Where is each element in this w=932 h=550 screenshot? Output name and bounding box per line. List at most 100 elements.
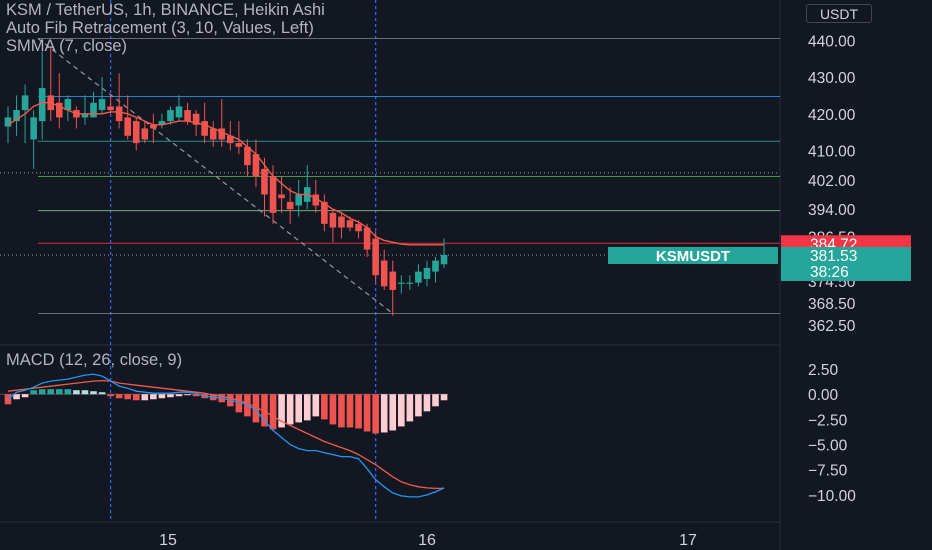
macd-hist-bar [355, 394, 362, 429]
candle-body [21, 95, 29, 111]
smma-legend[interactable]: SMMA (7, close) [6, 37, 128, 55]
macd-tick-label: −7.50 [808, 463, 848, 480]
macd-hist-bar [244, 394, 251, 417]
candle-body [261, 168, 268, 195]
candle-body [406, 282, 414, 284]
time-tick-label: 15 [159, 532, 177, 549]
macd-hist-bar [81, 390, 89, 395]
smma-polyline [7, 101, 445, 246]
price-tick-label: 410.00 [808, 143, 856, 160]
macd-hist-bar [175, 394, 183, 397]
macd-tick-label: −5.00 [808, 438, 848, 455]
macd-hist-bar [432, 394, 439, 407]
macd-hist-bar [423, 394, 431, 412]
macd-hist-bar [30, 390, 37, 395]
candle-body [244, 146, 251, 166]
candle-body [278, 194, 285, 199]
price-tick-label: 362.50 [808, 318, 856, 335]
candle-body [398, 282, 405, 284]
macd-hist-bar [90, 391, 97, 395]
macd-hist-bar [286, 394, 294, 425]
candle-body [107, 106, 114, 111]
candle-body [363, 227, 371, 250]
candle-body [192, 113, 200, 125]
macd-hist-bar [295, 394, 302, 423]
macd-hist-bar [389, 394, 397, 431]
macd-hist-bar [47, 389, 55, 395]
macd-hist-bar [338, 394, 345, 428]
macd-tick-label: 0.00 [808, 387, 839, 404]
candle-body [56, 102, 63, 118]
candle-body [184, 110, 191, 122]
macd-hist-bar [73, 390, 80, 395]
candle-body [372, 238, 379, 276]
macd-hist-bar [124, 394, 131, 400]
candle-body [30, 117, 37, 140]
macd-hist-bar [380, 394, 388, 433]
macd-hist-bar [192, 394, 200, 397]
symbol-badge-bg [608, 246, 778, 264]
chart-title[interactable]: KSM / TetherUS, 1h, BINANCE, Heikin Ashi [6, 1, 325, 19]
macd-legend[interactable]: MACD (12, 26, close, 9) [6, 351, 183, 369]
candle-body [269, 176, 277, 213]
candle-body [38, 88, 46, 122]
macd-hist-bar [321, 394, 328, 420]
macd-hist-bar [415, 394, 422, 417]
macd-hist-bar [167, 394, 174, 398]
symbol-badge: KSMUSDT [656, 248, 730, 265]
candle-body [312, 194, 320, 206]
price-tick-label: 368.50 [808, 296, 856, 313]
candle-body [98, 99, 106, 111]
macd-hist-bar [56, 389, 63, 395]
macd-line [7, 373, 445, 498]
price-tick-label: 430.00 [808, 70, 856, 87]
fib-retracement [0, 38, 780, 314]
candle-body [209, 128, 217, 140]
macd-hist-bar [406, 394, 414, 422]
fib-legend[interactable]: Auto Fib Retracement (3, 10, Values, Lef… [6, 19, 314, 37]
countdown-label: 38:26 [810, 264, 849, 281]
currency-button[interactable]: USDT [806, 4, 872, 23]
macd-hist-bar [13, 394, 20, 400]
macd-hist-bar [261, 394, 268, 427]
macd-tick-label: −10.00 [808, 488, 856, 505]
candle-body [252, 154, 260, 177]
candle-body [432, 260, 439, 272]
candle-body [124, 117, 131, 136]
macd-hist-bar [64, 389, 72, 395]
candle-body [158, 121, 166, 125]
macd-tick-label: −2.50 [808, 412, 848, 429]
candle-body [355, 223, 362, 232]
price-tick-label: 394.00 [808, 202, 856, 219]
macd-hist-bar [329, 394, 337, 425]
candle-body [295, 194, 302, 206]
time-tick-label: 16 [418, 532, 436, 549]
macd-tick-label: 2.50 [808, 362, 839, 379]
macd-hist-bar [107, 394, 114, 397]
candlestick-series[interactable] [4, 47, 448, 316]
macd-hist-bar [269, 394, 277, 430]
candle-body [141, 128, 149, 140]
macd-hist-bar [372, 394, 379, 434]
macd-hist-bar [278, 394, 285, 428]
price-tick-label: 440.00 [808, 33, 856, 50]
candle-body [150, 124, 157, 129]
macd-hist-bar [312, 394, 320, 417]
candle-body [338, 216, 345, 228]
price-tick-label: 420.00 [808, 107, 856, 124]
candle-body [389, 271, 397, 290]
candle-body [440, 254, 448, 265]
candle-body [286, 201, 294, 210]
price-tick-label: 402.00 [808, 173, 856, 190]
macd-hist-bar [303, 394, 311, 421]
macd-hist-bar [363, 394, 371, 432]
candle-body [321, 201, 328, 224]
last-price-label: 381.53 [810, 248, 857, 265]
macd-signal-line [7, 379, 445, 490]
candle-body [175, 106, 183, 118]
candle-body [64, 99, 72, 111]
macd-hist-bar [141, 394, 149, 401]
macd-pane[interactable] [0, 373, 449, 498]
smma-line [7, 101, 445, 246]
